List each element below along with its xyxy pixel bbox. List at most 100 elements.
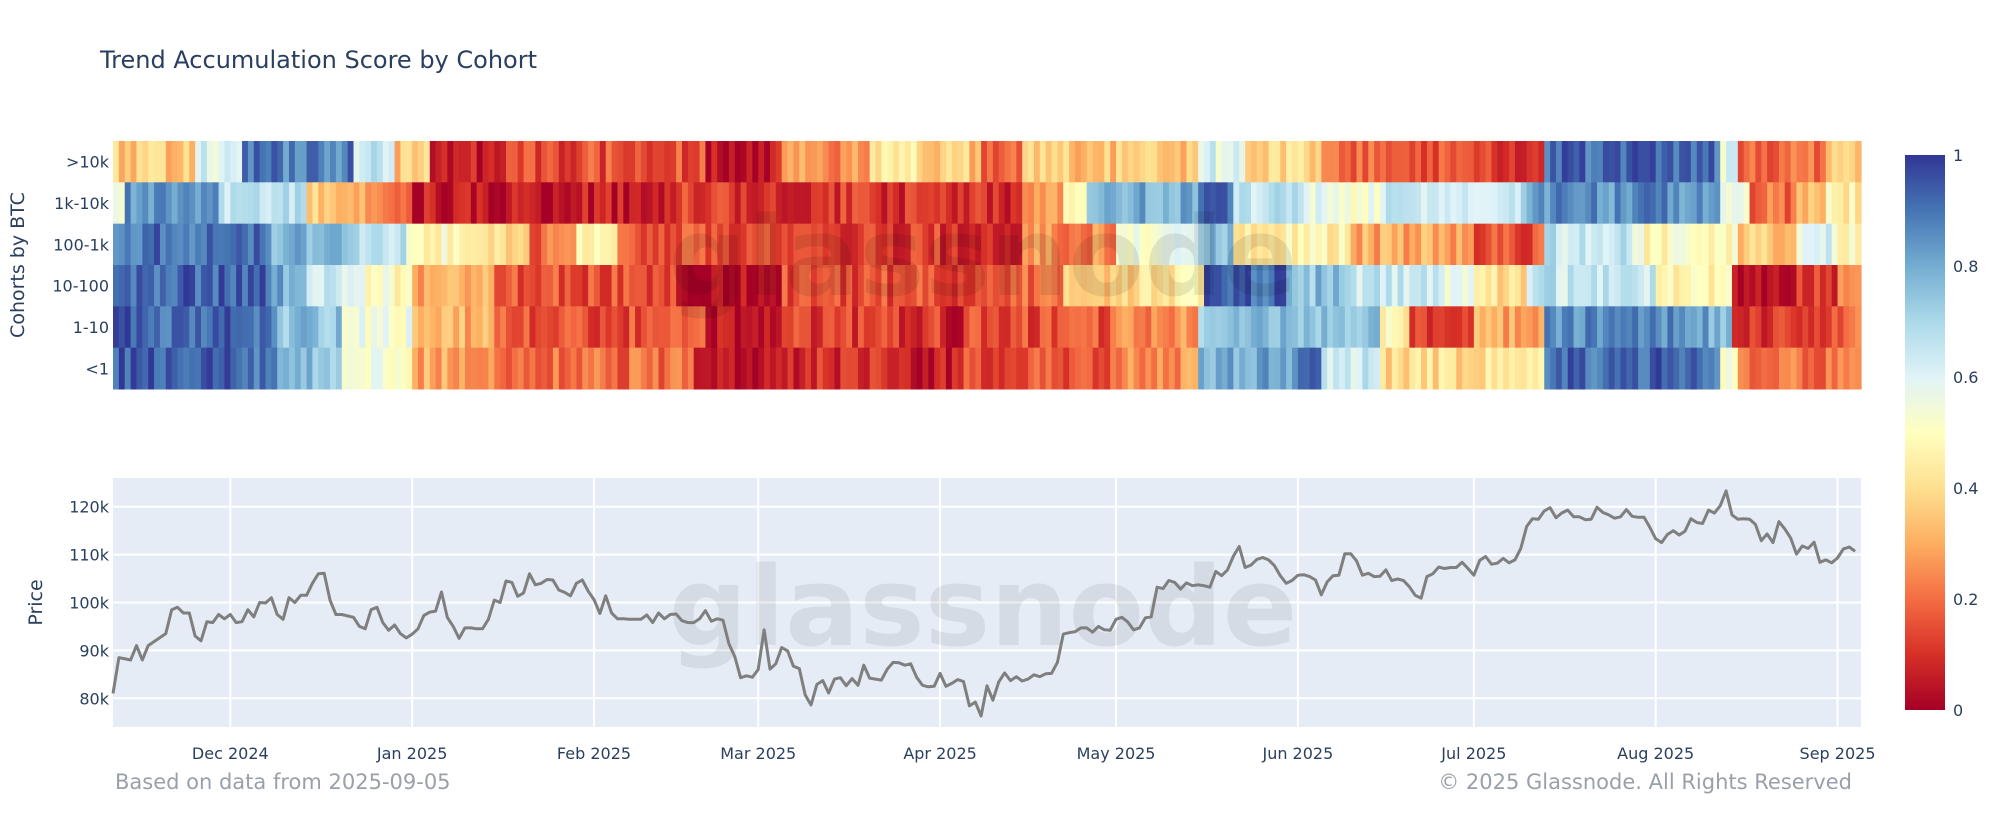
heatmap-cell: [154, 306, 161, 349]
heatmap-cell: [1696, 347, 1704, 390]
heatmap-cell: [1808, 182, 1815, 225]
heatmap-cell: [611, 223, 619, 266]
heatmap-cell: [1843, 223, 1850, 266]
heatmap-cell: [1426, 265, 1434, 307]
heatmap-cell: [242, 182, 249, 225]
heatmap-cell: [259, 265, 267, 307]
heatmap-cell: [816, 223, 824, 266]
heatmap-cell: [658, 347, 665, 390]
heatmap-cell: [1233, 141, 1240, 183]
heatmap-cell: [435, 182, 443, 225]
heatmap-cell: [1045, 182, 1053, 225]
heatmap-cell: [611, 141, 619, 183]
heatmap-cell: [1180, 306, 1188, 349]
heatmap-cell: [1374, 223, 1381, 266]
heatmap-cell: [981, 265, 988, 307]
heatmap-cell: [1292, 141, 1299, 183]
heatmap-cell: [236, 141, 243, 183]
price-x-tick-label: Aug 2025: [1617, 744, 1694, 763]
heatmap-cell: [910, 265, 918, 307]
heatmap-cell: [294, 223, 302, 266]
heatmap-cell: [1450, 223, 1457, 266]
heatmap-cell: [1550, 347, 1557, 390]
heatmap-cell: [412, 306, 419, 349]
heatmap-cell: [1409, 141, 1416, 183]
heatmap-cell: [447, 223, 454, 266]
heatmap-cell: [1532, 141, 1539, 183]
heatmap-cell: [1162, 182, 1170, 225]
heatmap-cell: [242, 265, 249, 307]
heatmap-cell: [793, 306, 800, 349]
heatmap-cell: [588, 265, 595, 307]
heatmap-cell: [805, 141, 812, 183]
heatmap-cell: [1661, 306, 1669, 349]
heatmap-cell: [1726, 223, 1733, 266]
heatmap-cell: [1831, 347, 1839, 390]
heatmap-cell: [1209, 347, 1217, 390]
heatmap-cell: [787, 141, 795, 183]
heatmap-cell: [1110, 306, 1117, 349]
heatmap-cell: [1602, 141, 1610, 183]
heatmap-cell: [1837, 223, 1845, 266]
heatmap-cell: [1209, 141, 1217, 183]
heatmap-cell: [1397, 223, 1405, 266]
heatmap-cell: [1855, 347, 1862, 390]
heatmap-cell: [1655, 141, 1663, 183]
heatmap-cell: [670, 265, 677, 307]
heatmap-cell: [928, 347, 935, 390]
heatmap-cell: [394, 141, 402, 183]
heatmap-cell: [529, 141, 536, 183]
heatmap-cell: [863, 141, 871, 183]
heatmap-cell: [981, 347, 988, 390]
heatmap-cell: [200, 141, 208, 183]
heatmap-cell: [1022, 265, 1029, 307]
heatmap-cell: [1039, 347, 1047, 390]
heatmap-cell: [230, 182, 237, 225]
heatmap-cell: [1491, 265, 1498, 307]
heatmap-cell: [1086, 265, 1094, 307]
heatmap-cell: [1655, 223, 1663, 266]
price-x-tick-label: Sep 2025: [1800, 744, 1876, 763]
heatmap-cell: [206, 141, 214, 183]
heatmap-cell: [177, 347, 184, 390]
heatmap-cell: [453, 265, 460, 307]
heatmap-cell: [1186, 182, 1193, 225]
heatmap-cell: [511, 182, 519, 225]
heatmap-cell: [1250, 265, 1258, 307]
heatmap-cell: [218, 141, 226, 183]
heatmap-cell: [1503, 347, 1510, 390]
heatmap-cell: [1831, 265, 1839, 307]
heatmap-cell: [1409, 306, 1416, 349]
heatmap-cell: [769, 306, 777, 349]
heatmap-cell: [828, 182, 836, 225]
heatmap-cell: [863, 306, 871, 349]
heatmap-cell: [224, 265, 231, 307]
heatmap-cell: [347, 141, 355, 183]
heatmap-cell: [992, 306, 1000, 349]
heatmap-cell: [1602, 306, 1610, 349]
heatmap-cell: [834, 265, 841, 307]
heatmap-cell: [142, 182, 149, 225]
heatmap-cell: [1280, 223, 1287, 266]
heatmap-cell: [1080, 306, 1088, 349]
heatmap-cell: [945, 347, 953, 390]
heatmap-cell: [1168, 347, 1176, 390]
heatmap-cell: [1004, 223, 1012, 266]
heatmap-cell: [723, 265, 730, 307]
heatmap-cell: [1749, 347, 1757, 390]
heatmap-cell: [1597, 306, 1604, 349]
heatmap-cell: [265, 306, 272, 349]
heatmap-cell: [1649, 347, 1657, 390]
heatmap-cell: [1643, 306, 1651, 349]
heatmap-cell: [418, 306, 425, 349]
heatmap-cell: [1819, 223, 1827, 266]
heatmap-cell: [206, 347, 214, 390]
heatmap-cell: [288, 265, 296, 307]
heatmap-cell: [1749, 265, 1757, 307]
heatmap-cell: [412, 347, 419, 390]
heatmap-cell: [875, 182, 883, 225]
heatmap-cell: [1467, 306, 1475, 349]
heatmap-cell: [564, 141, 572, 183]
heatmap-cell: [1069, 347, 1076, 390]
heatmap-cell: [840, 265, 847, 307]
